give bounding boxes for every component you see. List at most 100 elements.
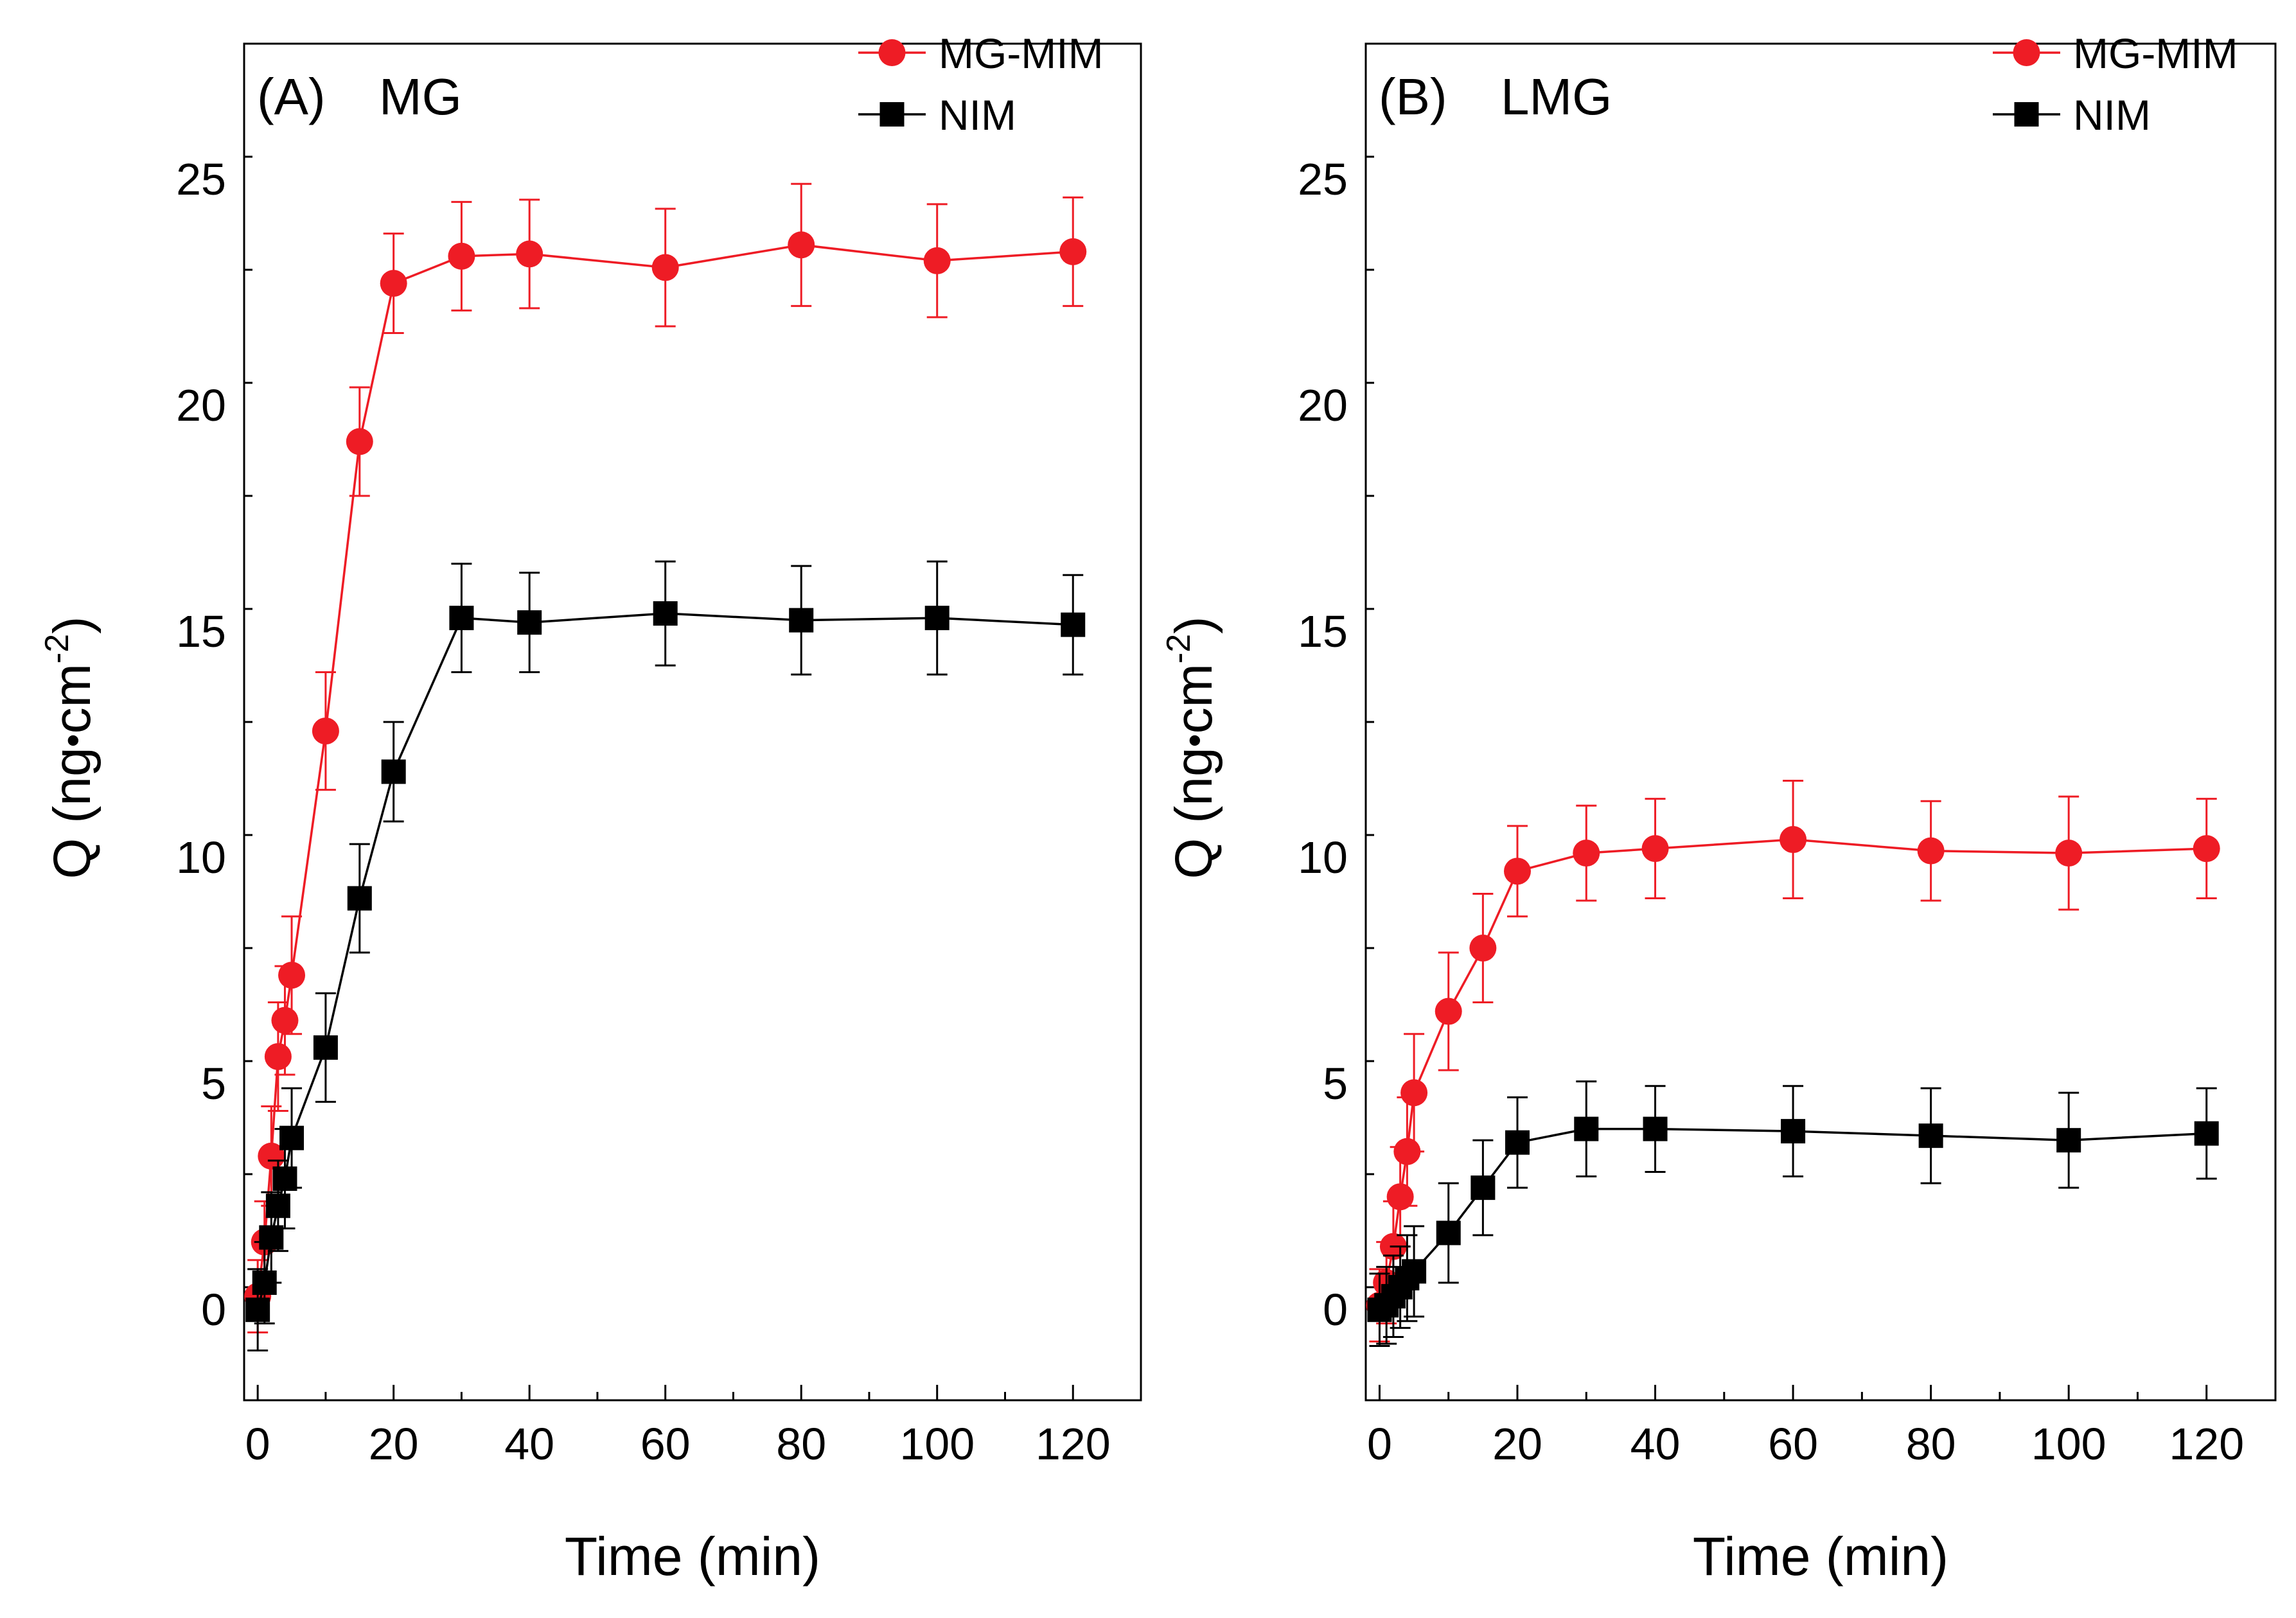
panel-a-point-nim bbox=[272, 1166, 297, 1192]
panel-b-point-mg-mim bbox=[1386, 1183, 1414, 1211]
panel-a-point-nim bbox=[1061, 612, 1086, 637]
panel-a-point-mg-mim bbox=[271, 1007, 299, 1034]
panel-b: 0 5 10 15 20 25 0 20 40 60 80 100 120 (B) LMG Time … bbox=[1160, 30, 2277, 1587]
panel-b-y-tick-label: 10 bbox=[1298, 832, 1348, 883]
panel-b-legend-marker-mg-mim bbox=[2013, 39, 2040, 66]
panel-a-x-tick-label: 120 bbox=[1036, 1419, 1111, 1469]
panel-a-point-mg-mim bbox=[651, 254, 679, 281]
panel-a-title: MG bbox=[379, 68, 462, 125]
panel-a-point-mg-mim bbox=[380, 270, 407, 297]
panel-b-x-tick-label: 20 bbox=[1492, 1419, 1542, 1469]
panel-b-y-label-unit: cm bbox=[1165, 664, 1223, 734]
panel-a-point-nim bbox=[449, 606, 474, 631]
panel-b-point-nim bbox=[1505, 1130, 1530, 1155]
panel-a-y-tick-label: 25 bbox=[176, 154, 226, 204]
panel-a-x-ticks: 0 20 40 60 80 100 120 bbox=[245, 1385, 1142, 1469]
panel-b-y-axis-label: Q (ng•cm-2) bbox=[1160, 617, 1223, 879]
panel-a-point-mg-mim bbox=[278, 962, 306, 989]
panel-a-point-nim bbox=[252, 1270, 277, 1295]
panel-a-point-mg-mim bbox=[312, 717, 339, 745]
panel-a-y-tick-label: 15 bbox=[176, 606, 226, 656]
panel-a-point-mg-mim bbox=[516, 240, 543, 268]
panel-b-y-tick-label: 5 bbox=[1323, 1059, 1348, 1109]
panel-a-plot-area bbox=[244, 182, 1087, 1352]
panel-b-point-mg-mim bbox=[1393, 1138, 1421, 1165]
panel-b-x-tick-label: 0 bbox=[1367, 1419, 1392, 1469]
panel-b-legend: MG-MIM NIM bbox=[1993, 30, 2238, 139]
panel-a-point-mg-mim bbox=[264, 1042, 292, 1070]
panel-a-y-tick-label: 20 bbox=[176, 380, 226, 430]
panel-a-point-mg-mim bbox=[346, 428, 373, 455]
panel-a-y-label-close: ) bbox=[43, 617, 102, 634]
panel-a-y-tick-label: 10 bbox=[176, 832, 226, 883]
panel-a-point-mg-mim bbox=[448, 242, 475, 270]
panel-a-y-ticks: 0 5 10 15 20 25 bbox=[176, 42, 252, 1402]
panel-b-point-mg-mim bbox=[1400, 1079, 1428, 1107]
panel-b-x-tick-label: 80 bbox=[1906, 1419, 1956, 1469]
panel-a-point-nim bbox=[924, 606, 949, 631]
panel-a-point-nim bbox=[259, 1225, 284, 1250]
panel-a-y-tick-label: 0 bbox=[201, 1285, 226, 1335]
panel-b-title: LMG bbox=[1501, 68, 1612, 125]
panel-a-point-mg-mim bbox=[788, 231, 815, 259]
panel-b-point-mg-mim bbox=[1641, 835, 1669, 863]
panel-b-point-nim bbox=[1574, 1116, 1599, 1141]
panel-a-x-tick-label: 60 bbox=[640, 1419, 691, 1469]
panel-a-point-nim bbox=[381, 759, 406, 784]
panel-a-x-tick-label: 20 bbox=[369, 1419, 419, 1469]
panel-a-point-nim bbox=[789, 608, 814, 633]
panel-a-label: (A) bbox=[257, 68, 326, 125]
panel-a-legend-marker-nim bbox=[879, 102, 905, 127]
panel-a-y-label-unit: cm bbox=[43, 664, 102, 734]
panel-a-point-nim bbox=[265, 1193, 290, 1218]
panel-b-point-nim bbox=[2056, 1128, 2081, 1153]
panel-b-y-label-close: ) bbox=[1165, 617, 1223, 634]
panel-b-point-mg-mim bbox=[1504, 857, 1531, 885]
panel-b-point-nim bbox=[1643, 1116, 1668, 1141]
panel-b-y-label-dot: • bbox=[1173, 734, 1216, 747]
panel-a-x-tick-label: 40 bbox=[504, 1419, 554, 1469]
panel-b-point-nim bbox=[1436, 1220, 1461, 1245]
panel-b-label: (B) bbox=[1379, 68, 1447, 125]
panel-b-point-mg-mim bbox=[1573, 840, 1600, 867]
panel-b-point-mg-mim bbox=[1469, 935, 1497, 962]
panel-b-point-nim bbox=[2194, 1121, 2219, 1146]
panel-b-legend-label-mg-mim: MG-MIM bbox=[2073, 30, 2238, 77]
panel-b-point-mg-mim bbox=[2193, 835, 2220, 863]
panel-a-point-nim bbox=[517, 610, 542, 635]
panel-b-point-nim bbox=[1470, 1175, 1496, 1200]
panel-a-point-mg-mim bbox=[1059, 238, 1087, 265]
panel-a-point-mg-mim bbox=[923, 247, 951, 274]
panel-b-point-nim bbox=[1781, 1119, 1806, 1144]
panel-b-y-tick-label: 15 bbox=[1298, 606, 1348, 656]
panel-b-x-tick-label: 120 bbox=[2169, 1419, 2244, 1469]
panel-b-y-ticks: 0 5 10 15 20 25 bbox=[1298, 42, 1374, 1402]
panel-a-x-tick-label: 80 bbox=[776, 1419, 826, 1469]
panel-a: 0 5 10 15 20 25 0 20 40 60 80 100 120 (A) MG Time (… bbox=[39, 30, 1142, 1587]
panel-b-y-tick-label: 25 bbox=[1298, 154, 1348, 204]
panel-a-legend-label-mg-mim: MG-MIM bbox=[939, 30, 1104, 77]
panel-a-legend: MG-MIM NIM bbox=[858, 30, 1104, 139]
panel-b-x-axis-label: Time (min) bbox=[1693, 1526, 1948, 1587]
panel-b-x-ticks: 0 20 40 60 80 100 120 bbox=[1367, 1385, 2277, 1469]
panel-a-legend-label-nim: NIM bbox=[939, 91, 1016, 139]
panel-b-legend-label-nim: NIM bbox=[2073, 91, 2151, 139]
panel-b-point-mg-mim bbox=[1435, 998, 1462, 1025]
panel-b-point-mg-mim bbox=[2055, 840, 2083, 867]
panel-a-y-label-main: Q (ng bbox=[43, 747, 102, 879]
panel-b-point-nim bbox=[1402, 1259, 1427, 1284]
panel-b-point-mg-mim bbox=[1779, 826, 1807, 854]
panel-b-y-label-main: Q (ng bbox=[1165, 747, 1223, 879]
panel-a-y-label-dot: • bbox=[51, 734, 94, 747]
panel-a-point-nim bbox=[347, 886, 372, 911]
panel-b-y-label-exponent: -2 bbox=[1160, 634, 1197, 664]
panel-b-plot-area bbox=[1366, 780, 2220, 1348]
panel-a-x-tick-label: 100 bbox=[899, 1419, 975, 1469]
panel-b-legend-marker-nim bbox=[2014, 102, 2039, 127]
panel-a-legend-marker-mg-mim bbox=[878, 39, 906, 66]
panel-a-point-nim bbox=[279, 1125, 305, 1150]
panel-b-point-mg-mim bbox=[1917, 837, 1945, 865]
panel-b-x-tick-label: 60 bbox=[1768, 1419, 1818, 1469]
